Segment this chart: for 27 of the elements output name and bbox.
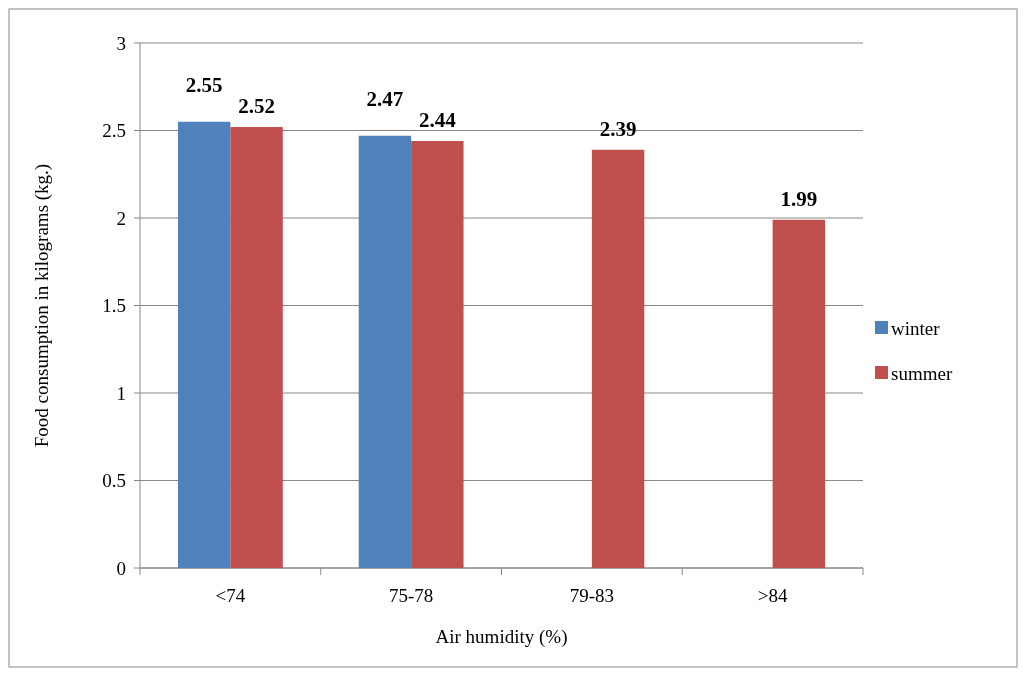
data-label: 1.99: [780, 186, 818, 211]
bar: [177, 121, 231, 568]
x-tick-label: 75-78: [388, 585, 434, 606]
x-tick-label: >84: [757, 585, 788, 606]
x-tick-label: 79-83: [569, 585, 615, 606]
x-axis-title: Air humidity (%): [435, 626, 568, 648]
x-tick-label: <74: [215, 585, 246, 606]
y-tick-label: 2.5: [102, 120, 126, 142]
legend-label: summer: [891, 362, 953, 384]
y-tick-label: 3: [116, 32, 126, 54]
y-tick-label: 2: [116, 207, 126, 229]
bar: [591, 149, 645, 568]
y-tick-label: 0.5: [102, 470, 126, 492]
y-tick-label: 0: [116, 557, 126, 579]
data-label: 2.52: [238, 94, 275, 118]
legend-label: winter: [891, 317, 941, 339]
y-tick-label: 1.5: [102, 295, 126, 317]
y-tick-label: 1: [116, 382, 126, 404]
data-label: 2.44: [418, 108, 457, 132]
data-label: 2.55: [185, 72, 223, 97]
data-label: 2.39: [599, 116, 637, 141]
y-axis-title: Food consumption in kilograms (kg.): [31, 163, 53, 448]
bar: [230, 127, 283, 568]
bar: [411, 141, 464, 568]
bar: [358, 135, 412, 568]
bar: [772, 219, 826, 568]
data-label: 2.47: [366, 86, 404, 111]
